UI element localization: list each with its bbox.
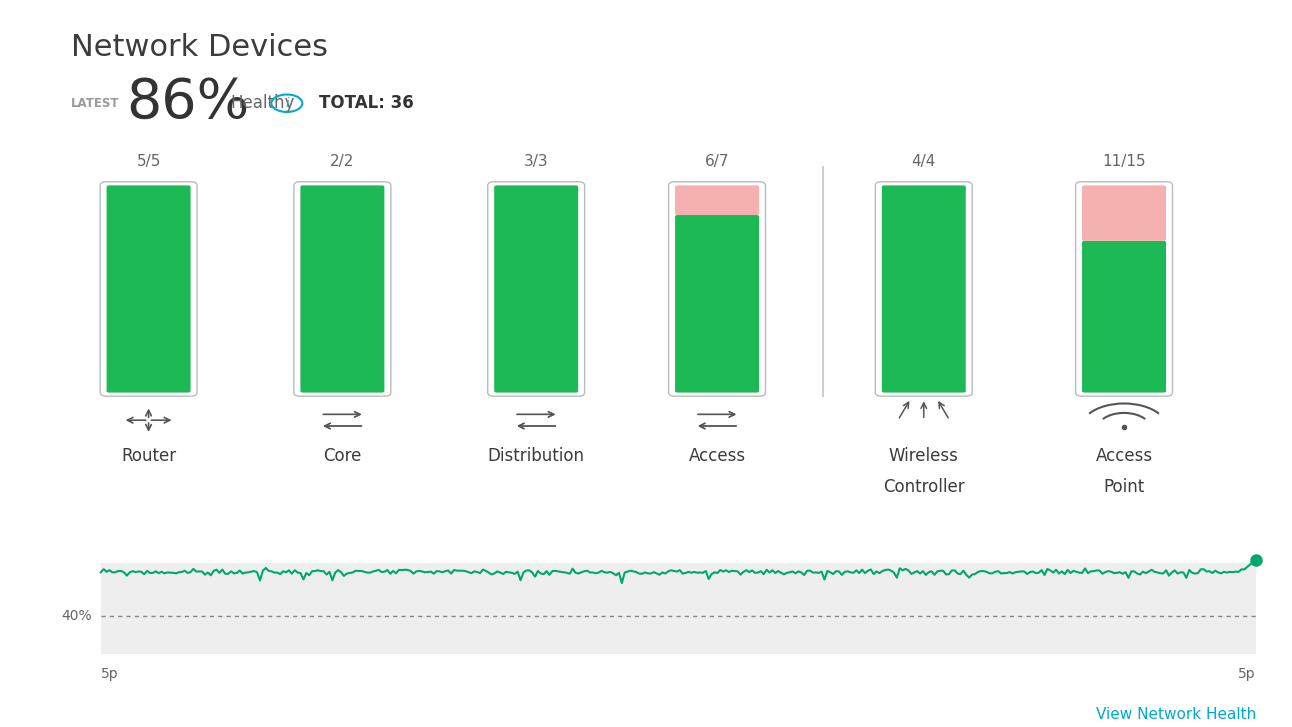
Text: 2/2: 2/2: [331, 154, 354, 169]
Text: Wireless: Wireless: [889, 447, 959, 465]
Text: Distribution: Distribution: [487, 447, 585, 465]
FancyBboxPatch shape: [669, 182, 765, 396]
Text: 5p: 5p: [1238, 667, 1256, 681]
FancyBboxPatch shape: [106, 185, 191, 393]
Text: 3/3: 3/3: [523, 154, 549, 169]
Text: Healthy: Healthy: [230, 95, 295, 112]
FancyBboxPatch shape: [494, 185, 579, 393]
Text: Access: Access: [1096, 447, 1152, 465]
FancyBboxPatch shape: [487, 182, 584, 396]
FancyBboxPatch shape: [1075, 182, 1173, 396]
FancyBboxPatch shape: [1083, 185, 1167, 241]
FancyBboxPatch shape: [876, 182, 972, 396]
Text: Network Devices: Network Devices: [71, 33, 328, 62]
Text: 5/5: 5/5: [137, 154, 160, 169]
Text: View Network Health: View Network Health: [1096, 707, 1256, 722]
Text: Core: Core: [323, 447, 362, 465]
Text: 4/4: 4/4: [912, 154, 935, 169]
Text: 40%: 40%: [61, 609, 92, 623]
Bar: [101, 563, 1256, 654]
Text: 86%: 86%: [127, 76, 249, 130]
Text: 11/15: 11/15: [1102, 154, 1146, 169]
Text: i: i: [286, 97, 288, 110]
Text: 5p: 5p: [101, 667, 119, 681]
FancyBboxPatch shape: [676, 215, 760, 393]
Text: Controller: Controller: [882, 478, 965, 496]
Text: 6/7: 6/7: [705, 154, 729, 169]
FancyBboxPatch shape: [295, 182, 390, 396]
FancyBboxPatch shape: [1083, 241, 1167, 393]
FancyBboxPatch shape: [676, 185, 760, 215]
Text: Access: Access: [689, 447, 745, 465]
FancyBboxPatch shape: [101, 182, 196, 396]
Text: Point: Point: [1103, 478, 1145, 496]
Text: Router: Router: [121, 447, 176, 465]
FancyBboxPatch shape: [301, 185, 385, 393]
FancyBboxPatch shape: [881, 185, 966, 393]
Text: LATEST: LATEST: [71, 97, 120, 110]
Text: TOTAL: 36: TOTAL: 36: [319, 95, 413, 112]
